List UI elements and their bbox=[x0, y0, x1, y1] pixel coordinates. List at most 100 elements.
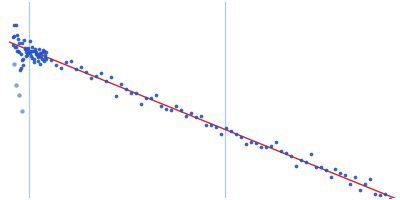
Point bbox=[258, 146, 264, 149]
Point bbox=[327, 175, 334, 179]
Point bbox=[39, 57, 45, 60]
Point bbox=[34, 53, 40, 56]
Point bbox=[26, 52, 33, 55]
Point bbox=[352, 175, 359, 178]
Point bbox=[208, 123, 214, 127]
Point bbox=[228, 129, 234, 132]
Point bbox=[78, 65, 84, 68]
Point bbox=[24, 54, 30, 57]
Point bbox=[10, 44, 16, 47]
Point bbox=[162, 107, 169, 110]
Point bbox=[22, 54, 29, 58]
Point bbox=[103, 80, 109, 83]
Point bbox=[58, 66, 64, 69]
Point bbox=[133, 91, 139, 95]
Point bbox=[332, 168, 339, 171]
Point bbox=[11, 24, 18, 27]
Point bbox=[98, 71, 104, 74]
Point bbox=[268, 145, 274, 148]
Point bbox=[14, 37, 21, 40]
Point bbox=[118, 82, 124, 85]
Point bbox=[322, 169, 329, 172]
Point bbox=[63, 60, 69, 63]
Point bbox=[188, 112, 194, 115]
Point bbox=[42, 56, 48, 60]
Point bbox=[43, 58, 49, 61]
Point bbox=[25, 51, 32, 54]
Point bbox=[32, 47, 38, 50]
Point bbox=[212, 126, 219, 129]
Point bbox=[11, 62, 17, 65]
Point bbox=[23, 50, 30, 53]
Point bbox=[22, 46, 28, 50]
Point bbox=[21, 39, 27, 42]
Point bbox=[88, 76, 94, 79]
Point bbox=[73, 68, 79, 71]
Point bbox=[15, 93, 22, 96]
Point bbox=[168, 108, 174, 111]
Point bbox=[16, 42, 23, 45]
Point bbox=[302, 160, 309, 163]
Point bbox=[29, 45, 35, 49]
Point bbox=[372, 193, 379, 196]
Point bbox=[18, 52, 24, 55]
Point bbox=[248, 140, 254, 143]
Point bbox=[337, 172, 344, 175]
Point bbox=[123, 87, 129, 90]
Point bbox=[16, 50, 22, 53]
Point bbox=[382, 192, 389, 196]
Point bbox=[38, 52, 44, 55]
Point bbox=[222, 127, 229, 130]
Point bbox=[20, 57, 26, 60]
Point bbox=[14, 34, 20, 37]
Point bbox=[272, 141, 279, 144]
Point bbox=[113, 94, 119, 98]
Point bbox=[357, 189, 364, 192]
Point bbox=[19, 42, 26, 45]
Point bbox=[307, 152, 314, 156]
Point bbox=[148, 96, 154, 99]
Point bbox=[40, 49, 46, 52]
Point bbox=[36, 51, 43, 54]
Point bbox=[30, 60, 37, 64]
Point bbox=[28, 49, 34, 52]
Point bbox=[33, 52, 40, 55]
Point bbox=[14, 49, 20, 53]
Point bbox=[317, 165, 324, 168]
Point bbox=[367, 178, 374, 181]
Point bbox=[10, 36, 16, 39]
Point bbox=[12, 46, 19, 49]
Point bbox=[31, 57, 37, 61]
Point bbox=[362, 182, 369, 186]
Point bbox=[242, 142, 249, 145]
Point bbox=[232, 132, 239, 135]
Point bbox=[48, 58, 54, 61]
Point bbox=[198, 114, 204, 117]
Point bbox=[41, 59, 48, 62]
Point bbox=[53, 64, 59, 67]
Point bbox=[15, 50, 22, 53]
Point bbox=[178, 109, 184, 112]
Point bbox=[387, 197, 394, 200]
Point bbox=[19, 110, 26, 113]
Point bbox=[218, 132, 224, 135]
Point bbox=[192, 116, 199, 119]
Point bbox=[287, 155, 294, 158]
Point bbox=[292, 164, 299, 168]
Point bbox=[43, 50, 49, 53]
Point bbox=[202, 123, 209, 126]
Point bbox=[35, 56, 41, 59]
Point bbox=[40, 50, 47, 53]
Point bbox=[238, 135, 244, 138]
Point bbox=[32, 50, 38, 53]
Point bbox=[12, 83, 19, 86]
Point bbox=[21, 48, 28, 51]
Point bbox=[42, 53, 49, 57]
Point bbox=[13, 24, 19, 27]
Point bbox=[37, 62, 44, 65]
Point bbox=[11, 34, 17, 37]
Point bbox=[297, 159, 304, 162]
Point bbox=[38, 55, 45, 59]
Point bbox=[153, 94, 159, 97]
Point bbox=[28, 55, 34, 58]
